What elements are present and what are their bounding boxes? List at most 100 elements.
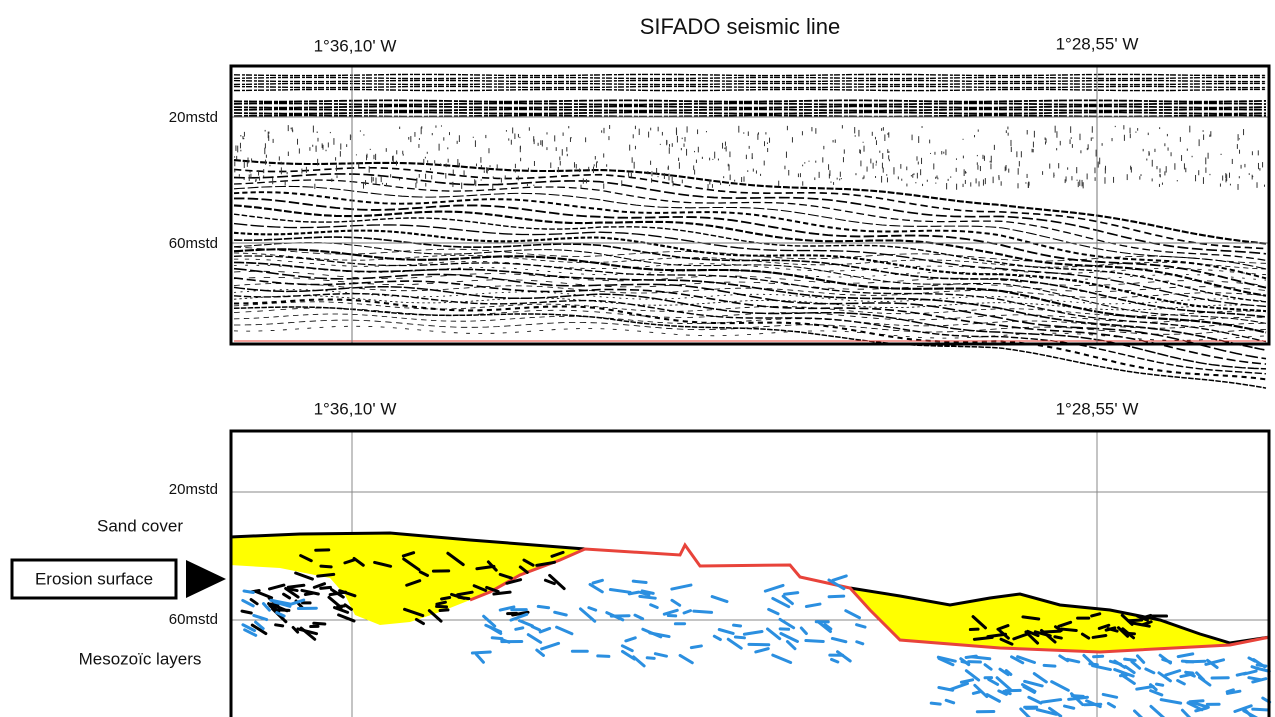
mesozoic-layer <box>806 641 823 642</box>
mesozoic-layer <box>244 591 253 592</box>
noise <box>323 145 324 150</box>
noise <box>965 180 966 184</box>
mesozoic-layer <box>684 611 690 613</box>
noise <box>633 134 634 138</box>
noise <box>542 140 543 146</box>
noise <box>1019 161 1020 166</box>
noise <box>497 164 498 168</box>
noise <box>511 140 512 145</box>
noise <box>488 168 489 171</box>
noise <box>979 181 980 186</box>
noise <box>414 132 415 137</box>
noise <box>1010 140 1011 146</box>
noise <box>481 165 482 167</box>
noise <box>434 160 435 163</box>
noise <box>546 132 547 134</box>
noise <box>729 152 730 158</box>
noise <box>550 162 551 168</box>
noise <box>1006 165 1007 170</box>
noise <box>669 144 670 147</box>
noise <box>977 162 978 165</box>
noise <box>681 148 682 150</box>
reflector <box>234 115 1266 116</box>
noise <box>475 140 476 147</box>
layer <box>314 623 325 624</box>
noise <box>802 181 803 185</box>
noise <box>696 160 697 163</box>
noise <box>765 132 766 134</box>
noise <box>272 178 273 184</box>
reflector <box>234 77 1266 78</box>
noise <box>505 175 506 179</box>
noise <box>748 131 749 135</box>
noise <box>381 176 382 182</box>
noise <box>628 172 629 176</box>
noise <box>464 170 465 176</box>
mesozoic-layer <box>540 628 549 632</box>
noise <box>346 144 347 147</box>
noise <box>840 172 841 177</box>
noise <box>1008 133 1009 136</box>
mesozoic-layer <box>647 658 654 659</box>
noise <box>1239 176 1240 178</box>
mesozoic-layer <box>985 665 991 669</box>
noise <box>668 173 669 180</box>
mesozoic-layer <box>1069 697 1088 699</box>
layer <box>1062 629 1077 630</box>
noise <box>594 164 595 166</box>
noise <box>900 164 901 169</box>
noise <box>1094 167 1095 173</box>
noise <box>936 175 937 178</box>
mesozoic-label: Mesozoïc layers <box>79 649 202 668</box>
noise <box>764 141 765 146</box>
mesozoic-layer <box>1085 704 1101 705</box>
noise <box>1239 138 1240 139</box>
noise <box>1033 142 1034 148</box>
mesozoic-layer <box>972 657 990 659</box>
noise <box>1076 167 1077 173</box>
noise <box>399 178 400 180</box>
noise <box>356 154 357 155</box>
mesozoic-layer <box>537 650 544 655</box>
noise <box>603 153 604 157</box>
noise <box>876 140 877 145</box>
noise <box>446 164 447 168</box>
noise <box>1115 126 1116 127</box>
noise <box>757 134 758 140</box>
mesozoic-layer <box>1125 659 1135 660</box>
noise <box>1088 144 1089 149</box>
noise <box>650 128 651 131</box>
noise <box>687 126 688 132</box>
noise <box>786 152 787 158</box>
noise <box>887 133 888 135</box>
noise <box>322 143 323 148</box>
noise <box>684 144 685 147</box>
mesozoic-layer <box>962 662 969 664</box>
noise <box>336 165 337 171</box>
noise <box>1226 178 1227 182</box>
noise <box>873 163 874 169</box>
noise <box>1087 174 1088 180</box>
noise <box>474 179 475 185</box>
noise <box>242 136 243 139</box>
noise <box>1184 163 1185 169</box>
noise <box>945 149 946 155</box>
sand-cover-label: Sand cover <box>97 516 183 535</box>
mesozoic-layer <box>1110 661 1120 664</box>
noise <box>1127 174 1128 180</box>
noise <box>621 180 622 186</box>
noise <box>1252 176 1253 177</box>
noise <box>1137 128 1138 131</box>
noise <box>1148 133 1149 135</box>
noise <box>921 158 922 164</box>
noise <box>459 163 460 167</box>
mesozoic-layer <box>951 683 968 689</box>
noise <box>1180 137 1181 142</box>
noise <box>1065 179 1066 183</box>
noise <box>651 178 652 182</box>
noise <box>570 137 571 142</box>
noise <box>1166 166 1167 172</box>
noise <box>934 152 935 155</box>
mesozoic-layer <box>1257 668 1270 671</box>
noise <box>784 166 785 170</box>
